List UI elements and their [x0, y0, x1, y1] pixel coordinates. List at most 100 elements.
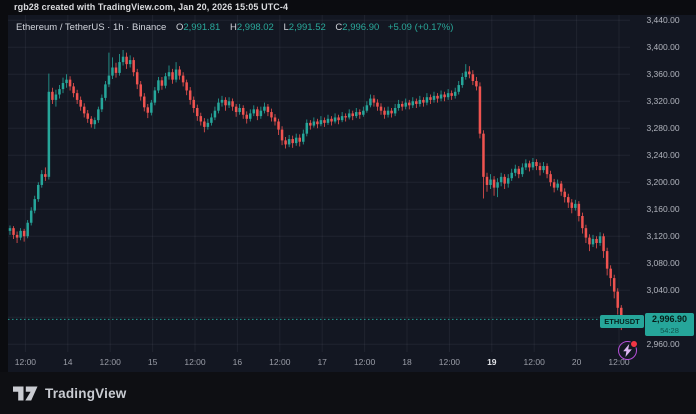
- legend-symbol: Ethereum / TetherUS · 1h · Binance: [16, 22, 167, 33]
- symbol-price-label: ETHUSDT: [600, 315, 644, 328]
- candle-body: [121, 56, 125, 63]
- candle-body: [298, 137, 301, 142]
- candle-body: [280, 129, 284, 141]
- candle-body: [231, 101, 234, 107]
- candle-body: [344, 116, 347, 118]
- candle-body: [577, 203, 581, 216]
- candle-body: [309, 122, 312, 126]
- candle-body: [340, 116, 344, 121]
- candle-body: [542, 166, 545, 171]
- candle-body: [114, 67, 118, 73]
- candle-body: [510, 172, 513, 179]
- lightning-boost-icon[interactable]: [618, 340, 638, 360]
- candle-body: [241, 108, 245, 115]
- candle-body: [531, 162, 535, 168]
- candle-body: [234, 106, 238, 113]
- candle-body: [82, 106, 86, 114]
- time-tick-label: 16: [232, 357, 243, 367]
- candle-body: [528, 163, 531, 168]
- candle-body: [376, 102, 379, 107]
- candle-body: [478, 86, 482, 134]
- chart-panel: Ethereum / TetherUS · 1h · Binance O2,99…: [8, 15, 696, 372]
- candle-body: [252, 109, 256, 114]
- candle-body: [174, 69, 178, 80]
- candle-body: [132, 60, 135, 73]
- price-tick-label: 3,160.00: [646, 204, 680, 215]
- candle-body: [185, 82, 188, 91]
- candle-body: [326, 118, 330, 123]
- candle-body: [347, 113, 351, 118]
- candle-body: [383, 110, 386, 115]
- candle-body: [439, 94, 443, 99]
- time-tick-label: 15: [147, 357, 158, 367]
- candle-body: [556, 183, 559, 188]
- candlestick-chart[interactable]: [8, 15, 696, 372]
- candle-body: [408, 102, 411, 106]
- candle-body: [312, 121, 316, 126]
- candle-body: [86, 113, 89, 119]
- candle-body: [333, 117, 337, 122]
- candle-body: [107, 75, 111, 85]
- candle-body: [567, 197, 570, 203]
- attribution-bar: rgb28 created with TradingView.com, Jan …: [0, 0, 696, 15]
- legend-high-label: H: [229, 22, 237, 33]
- candle-body: [393, 108, 397, 114]
- candle-body: [37, 184, 40, 200]
- candle-body: [485, 176, 489, 185]
- candle-body: [358, 112, 362, 115]
- candle-body: [453, 91, 457, 96]
- candle-body: [400, 103, 404, 107]
- candle-body: [139, 84, 142, 97]
- candle-body: [549, 174, 552, 183]
- candle-body: [206, 122, 210, 127]
- candle-body: [369, 98, 372, 106]
- time-tick-label: 17: [317, 357, 327, 367]
- candle-body: [213, 110, 217, 118]
- candle-body: [61, 83, 65, 90]
- candle-body: [499, 176, 503, 183]
- candle-body: [58, 89, 61, 95]
- notification-dot: [630, 340, 638, 348]
- chart-legend: Ethereum / TetherUS · 1h · Binance O2,99…: [16, 22, 453, 33]
- candle-body: [224, 99, 227, 106]
- candle-body: [68, 79, 72, 87]
- candle-body: [188, 90, 192, 100]
- candle-body: [422, 99, 425, 103]
- candle-body: [227, 101, 231, 106]
- candle-body: [111, 67, 114, 76]
- candle-body: [167, 72, 171, 77]
- time-tick-label: 20: [571, 357, 582, 367]
- footer-bar: TradingView: [0, 372, 696, 414]
- candle-body: [563, 191, 566, 198]
- tradingview-wordmark[interactable]: TradingView: [45, 385, 127, 401]
- candle-body: [217, 102, 220, 111]
- price-tick-label: 3,240.00: [646, 150, 680, 161]
- candle-body: [429, 97, 432, 100]
- price-tick-label: 3,040.00: [646, 285, 680, 296]
- candle-body: [538, 166, 542, 171]
- candle-body: [128, 60, 132, 65]
- candle-body: [199, 116, 203, 122]
- candle-body: [270, 112, 273, 118]
- candle-body: [443, 94, 446, 98]
- price-tick-label: 3,200.00: [646, 177, 680, 188]
- candle-body: [351, 113, 354, 117]
- price-tick-label: 3,360.00: [646, 69, 680, 80]
- candle-body: [93, 120, 97, 125]
- candle-body: [245, 114, 248, 119]
- candle-body: [446, 93, 450, 98]
- candle-body: [273, 117, 277, 122]
- lightning-bolt-glyph: [623, 344, 632, 357]
- candle-body: [418, 99, 422, 104]
- legend-open-value: 2,991.81: [183, 22, 221, 33]
- candle-body: [8, 228, 12, 231]
- candle-body: [135, 72, 139, 85]
- candle-body: [294, 137, 298, 144]
- candle-body: [489, 179, 492, 185]
- candle-body: [220, 99, 224, 103]
- candle-body: [612, 278, 616, 292]
- time-tick-label: 12:00: [99, 357, 121, 367]
- tradingview-logo-icon[interactable]: [13, 383, 38, 403]
- candle-body: [65, 79, 68, 84]
